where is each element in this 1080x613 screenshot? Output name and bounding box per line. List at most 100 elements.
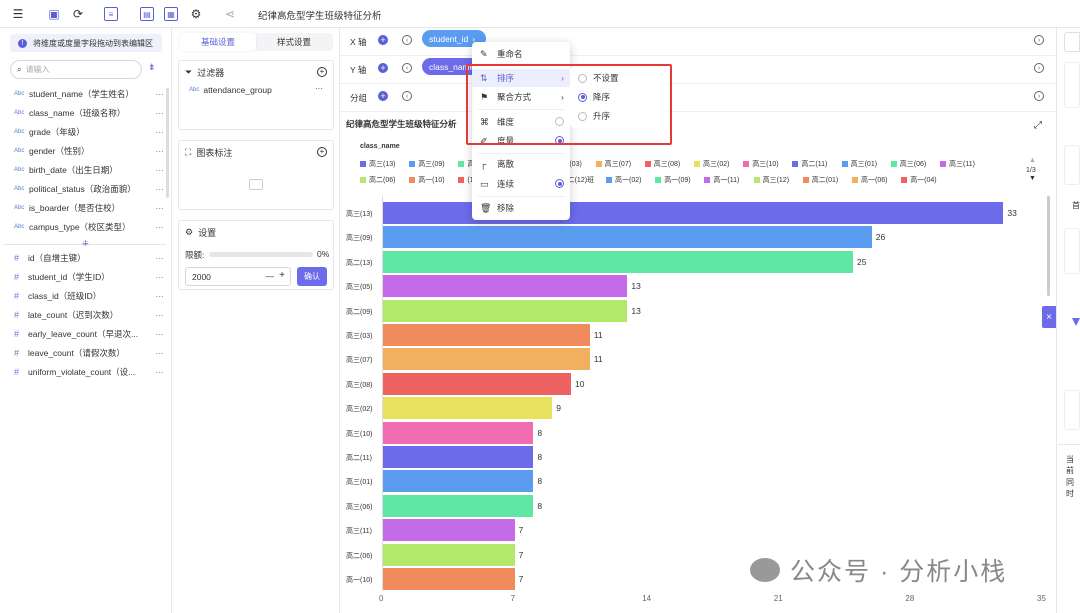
legend-item[interactable]: 高三(13) — [360, 159, 395, 169]
field-more-button[interactable]: ··· — [155, 146, 165, 156]
chart-edit-icon[interactable]: ▤ — [140, 7, 154, 21]
bar[interactable] — [383, 275, 628, 298]
legend-item[interactable]: 高三(10) — [743, 159, 779, 169]
continuous-radio[interactable] — [555, 179, 564, 188]
legend-item[interactable]: 高一(11) — [704, 175, 739, 185]
add-annotation-button[interactable]: + — [317, 147, 327, 157]
legend-down-arrow-icon[interactable]: ▼ — [1029, 175, 1036, 182]
x-collapse-icon[interactable]: ‹ — [402, 35, 412, 45]
measure-field[interactable]: # uniform_violate_count（设... ··· — [14, 364, 164, 380]
bar[interactable] — [383, 519, 515, 542]
bar[interactable] — [383, 421, 534, 444]
dimension-field[interactable]: Abc student_name（学生姓名） ··· — [14, 86, 164, 102]
chart-scrollbar[interactable] — [1047, 196, 1050, 296]
measure-field[interactable]: # id（自增主键） ··· — [14, 250, 164, 266]
sort-option[interactable]: 升序 — [570, 107, 668, 125]
fullscreen-icon[interactable]: ⤢ — [1034, 120, 1042, 131]
y-row-expand-icon[interactable]: › — [1034, 63, 1044, 73]
filter-item-more[interactable]: ··· — [315, 84, 323, 93]
bar[interactable] — [383, 568, 515, 590]
legend-item[interactable]: 高一(06) — [852, 175, 887, 185]
legend-item[interactable]: 高二(06) — [360, 175, 395, 185]
dimension-field[interactable]: Abc gender（性别） ··· — [14, 143, 164, 159]
field-more-button[interactable]: ··· — [155, 272, 165, 282]
legend-item[interactable]: 高二(01) — [802, 175, 838, 185]
right-panel-tab[interactable] — [1064, 32, 1080, 52]
x-row-expand-icon[interactable]: › — [1034, 35, 1044, 45]
x-field-pill[interactable]: student_id › — [422, 30, 486, 47]
field-more-button[interactable]: ··· — [155, 253, 165, 263]
add-x-field-button[interactable]: + — [378, 35, 388, 45]
dimension-field[interactable]: Abc birth_date（出生日期） ··· — [14, 162, 164, 178]
refresh-icon[interactable]: ⟳ — [72, 7, 84, 21]
increment-button[interactable]: + — [279, 270, 285, 281]
sort-option[interactable]: 不设置 — [570, 69, 668, 87]
bar[interactable] — [383, 543, 515, 566]
split-handle-icon[interactable]: ⁜ — [82, 239, 89, 248]
menu-item-aggregation[interactable]: ⚑ 聚合方式 › — [472, 88, 570, 106]
menu-item-remove[interactable]: 🗑 移除 — [472, 199, 570, 217]
data-view-icon[interactable]: ≡ — [104, 7, 118, 21]
dimension-field[interactable]: Abc is_boarder（是否住校） ··· — [14, 200, 164, 216]
legend-item[interactable]: 高三(09) — [409, 159, 445, 169]
measure-field[interactable]: # late_count（迟到次数） ··· — [14, 307, 164, 323]
bar[interactable] — [383, 372, 571, 395]
field-scrollbar[interactable] — [166, 88, 169, 198]
right-card-4[interactable] — [1064, 390, 1080, 430]
legend-item[interactable]: 高三(01) — [841, 159, 877, 169]
menu-item-discrete[interactable]: ┌ 离散 — [472, 155, 570, 173]
legend-item[interactable]: 高二(11) — [792, 159, 827, 169]
layout-icon[interactable]: ▦ — [164, 7, 178, 21]
add-y-field-button[interactable]: + — [378, 63, 388, 73]
field-more-button[interactable]: ··· — [155, 367, 165, 377]
right-card-1[interactable] — [1064, 62, 1080, 108]
field-more-button[interactable]: ··· — [155, 310, 165, 320]
confirm-button[interactable]: 确认 — [297, 267, 327, 286]
field-more-button[interactable]: ··· — [155, 108, 165, 118]
decrement-button[interactable]: — — [265, 271, 275, 281]
bar[interactable] — [383, 348, 590, 371]
menu-item-dimension[interactable]: ⌘ 维度 — [472, 113, 570, 131]
dimension-field[interactable]: Abc political_status（政治面貌） ··· — [14, 181, 164, 197]
legend-item[interactable]: 高一(09) — [655, 175, 691, 185]
legend-item[interactable]: 高三(02) — [694, 159, 729, 169]
bar[interactable] — [383, 494, 534, 517]
menu-item-sort[interactable]: ⇅ 排序 › — [472, 69, 570, 87]
right-card-3[interactable] — [1064, 228, 1080, 274]
bar[interactable] — [383, 226, 872, 249]
collapse-menu-icon[interactable]: ☰ — [12, 7, 24, 21]
legend-item[interactable]: 高三(06) — [890, 159, 926, 169]
share-icon[interactable]: ⋖ — [224, 7, 236, 21]
gear-icon[interactable]: ⚙ — [190, 7, 202, 21]
measure-field[interactable]: # class_id（班级ID） ··· — [14, 288, 164, 304]
sort-radio[interactable] — [578, 111, 587, 121]
bar[interactable] — [383, 299, 628, 322]
field-more-button[interactable]: ··· — [155, 291, 165, 301]
sort-radio[interactable] — [578, 92, 587, 102]
y-collapse-icon[interactable]: ‹ — [402, 63, 412, 73]
add-filter-button[interactable]: + — [317, 67, 327, 77]
group-collapse-icon[interactable]: ‹ — [402, 91, 412, 101]
legend-item[interactable]: 高一(10) — [409, 175, 445, 185]
field-more-button[interactable]: ··· — [155, 203, 165, 213]
legend-item[interactable]: 高三(11) — [940, 159, 975, 169]
legend-up-arrow-icon[interactable]: ▲ — [1029, 157, 1036, 164]
legend-item[interactable]: 高三(12) — [753, 175, 789, 185]
measure-field[interactable]: # leave_count（请假次数） ··· — [14, 345, 164, 361]
filter-item[interactable]: Abc attendance_group — [189, 85, 272, 95]
legend-item[interactable]: 高三(07) — [595, 159, 631, 169]
sort-fields-icon[interactable]: ⇟ — [148, 62, 156, 72]
field-more-button[interactable]: ··· — [155, 184, 165, 194]
search-input[interactable]: ⌕ 请输入 — [10, 60, 142, 79]
dimension-field[interactable]: Abc grade（年级） ··· — [14, 124, 164, 140]
measure-field[interactable]: # student_id（学生ID） ··· — [14, 269, 164, 285]
legend-item[interactable]: 高一(04) — [901, 175, 937, 185]
sort-radio[interactable] — [578, 73, 587, 83]
measure-field[interactable]: # early_leave_count（早退次... ··· — [14, 326, 164, 342]
field-more-button[interactable]: ··· — [155, 89, 165, 99]
right-card-2[interactable] — [1064, 145, 1080, 185]
dimension-radio[interactable] — [555, 117, 564, 126]
bar[interactable] — [383, 470, 534, 493]
limit-input[interactable]: 2000 — + — [185, 267, 291, 286]
legend-item[interactable]: 高三(08) — [644, 159, 680, 169]
